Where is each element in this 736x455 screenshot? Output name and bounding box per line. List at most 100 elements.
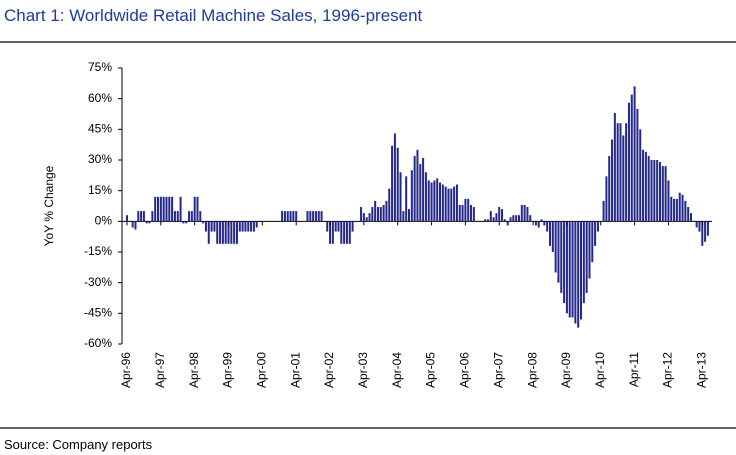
- bar: [126, 215, 128, 222]
- bar: [588, 221, 591, 279]
- bar: [219, 221, 222, 244]
- bar: [582, 221, 585, 304]
- bar: [470, 204, 473, 222]
- bar: [444, 186, 447, 222]
- bar: [636, 108, 639, 222]
- bar: [410, 170, 413, 222]
- bar: [216, 221, 219, 244]
- bar: [283, 211, 286, 222]
- bar: [661, 166, 664, 222]
- bar: [667, 180, 670, 222]
- bar: [619, 123, 622, 222]
- bar: [362, 213, 365, 222]
- x-tick-label: Apr-09: [559, 352, 573, 388]
- bar: [627, 102, 630, 222]
- x-tick-label: Apr-06: [458, 352, 472, 388]
- x-tick-label: Apr-07: [491, 352, 505, 388]
- bar: [159, 196, 162, 222]
- bar: [656, 160, 659, 222]
- bar: [625, 123, 628, 222]
- bar: [520, 204, 523, 222]
- bar: [393, 133, 396, 222]
- bar: [162, 196, 165, 222]
- bar: [526, 207, 529, 222]
- bar: [633, 86, 636, 222]
- bar: [145, 221, 148, 224]
- bar: [199, 211, 202, 222]
- bar: [560, 221, 563, 293]
- bar: [424, 172, 427, 222]
- bar: [563, 221, 566, 304]
- bar: [343, 221, 346, 244]
- bar: [320, 211, 323, 222]
- bar: [326, 221, 329, 232]
- bar: [486, 219, 489, 222]
- bar: [241, 221, 244, 232]
- x-tick-label: Apr-02: [322, 352, 336, 388]
- bar: [602, 200, 605, 222]
- bar: [433, 180, 436, 222]
- bar: [611, 139, 614, 222]
- bar: [503, 219, 506, 222]
- bar: [701, 221, 704, 246]
- bar: [639, 129, 642, 222]
- bar: [678, 192, 681, 222]
- bar: [501, 209, 504, 222]
- bar: [286, 211, 289, 222]
- x-tick-label: Apr-98: [187, 352, 201, 388]
- bar: [351, 221, 354, 232]
- bar: [647, 155, 650, 222]
- x-tick-label: Apr-13: [694, 352, 708, 388]
- bar: [402, 211, 405, 222]
- bar: [704, 221, 707, 242]
- bar: [193, 196, 196, 222]
- bar: [204, 221, 207, 232]
- bar: [157, 196, 160, 222]
- bar: [557, 221, 560, 283]
- bar: [396, 147, 399, 222]
- bar: [681, 194, 684, 222]
- bar: [695, 221, 698, 228]
- bar: [171, 196, 174, 222]
- bar: [179, 196, 182, 222]
- bar: [543, 221, 546, 226]
- bar: [658, 162, 661, 222]
- bar: [413, 155, 416, 222]
- bar: [447, 188, 450, 222]
- bar: [385, 200, 388, 222]
- bar: [698, 221, 701, 232]
- bar: [151, 211, 154, 222]
- bar: [238, 221, 241, 232]
- bar: [675, 198, 678, 222]
- bar: [540, 219, 543, 222]
- bar: [512, 215, 515, 222]
- bar: [690, 213, 692, 222]
- bar: [281, 211, 284, 222]
- bar: [382, 204, 385, 222]
- x-tick-label: Apr-08: [525, 352, 539, 388]
- y-tick-label: 15%: [88, 183, 112, 197]
- bar: [140, 211, 143, 222]
- chart-title: Chart 1: Worldwide Retail Machine Sales,…: [4, 6, 423, 25]
- bar: [376, 207, 379, 222]
- bar: [230, 221, 233, 244]
- bar: [537, 221, 540, 228]
- bar: [580, 221, 583, 320]
- bar: [608, 155, 611, 222]
- bar: [622, 135, 625, 222]
- bar: [247, 221, 250, 232]
- bar: [653, 160, 656, 222]
- y-tick-label: 75%: [88, 60, 112, 74]
- bar: [137, 211, 140, 222]
- bar: [616, 123, 619, 222]
- y-tick-label: -60%: [84, 336, 112, 350]
- bar: [329, 221, 332, 244]
- bar: [306, 211, 309, 222]
- bar: [185, 221, 188, 224]
- bar: [334, 221, 337, 232]
- bar: [594, 221, 597, 246]
- bar: [670, 196, 673, 222]
- bar: [131, 221, 134, 228]
- bar: [348, 221, 351, 244]
